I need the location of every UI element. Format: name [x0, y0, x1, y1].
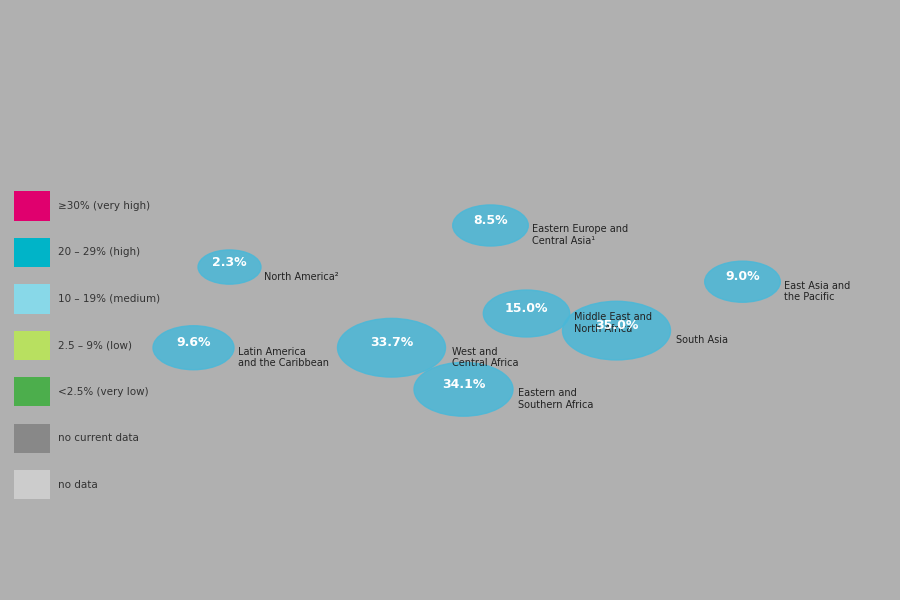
Circle shape: [414, 362, 513, 416]
Circle shape: [562, 301, 670, 360]
Text: 9.6%: 9.6%: [176, 337, 211, 349]
Bar: [14, 191, 50, 221]
Circle shape: [338, 319, 446, 377]
Text: 33.7%: 33.7%: [370, 337, 413, 349]
Bar: [14, 331, 50, 360]
Text: West and
Central Africa: West and Central Africa: [452, 347, 518, 368]
Bar: [14, 284, 50, 313]
Bar: [14, 470, 50, 499]
Text: South Asia: South Asia: [677, 335, 728, 346]
Text: <2.5% (very low): <2.5% (very low): [58, 387, 149, 397]
Text: no data: no data: [58, 479, 98, 490]
Text: 10 – 19% (medium): 10 – 19% (medium): [58, 294, 160, 304]
Text: 34.1%: 34.1%: [442, 378, 485, 391]
Circle shape: [153, 326, 234, 370]
Text: no current data: no current data: [58, 433, 140, 443]
Text: Eastern and
Southern Africa: Eastern and Southern Africa: [518, 388, 594, 410]
Text: 20 – 29% (high): 20 – 29% (high): [58, 247, 140, 257]
Text: ≥30% (very high): ≥30% (very high): [58, 201, 150, 211]
Bar: [14, 377, 50, 406]
Text: 15.0%: 15.0%: [505, 302, 548, 315]
Bar: [14, 424, 50, 453]
Circle shape: [198, 250, 261, 284]
Text: East Asia and
the Pacific: East Asia and the Pacific: [785, 281, 850, 302]
Text: Middle East and
North Africa: Middle East and North Africa: [574, 313, 652, 334]
Text: North America²: North America²: [265, 272, 339, 282]
Circle shape: [483, 290, 570, 337]
Text: Eastern Europe and
Central Asia¹: Eastern Europe and Central Asia¹: [533, 224, 628, 246]
Circle shape: [705, 261, 780, 302]
Text: Latin America
and the Caribbean: Latin America and the Caribbean: [238, 347, 329, 368]
Bar: [14, 238, 50, 267]
Text: 8.5%: 8.5%: [473, 214, 508, 227]
Circle shape: [453, 205, 528, 246]
Text: 2.5 – 9% (low): 2.5 – 9% (low): [58, 340, 132, 350]
Text: 35.0%: 35.0%: [595, 319, 638, 332]
Text: 9.0%: 9.0%: [725, 271, 760, 283]
Text: 2.3%: 2.3%: [212, 256, 247, 269]
